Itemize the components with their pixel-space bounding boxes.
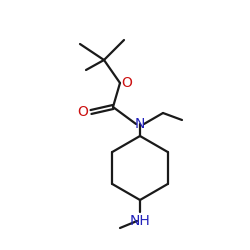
Text: O: O xyxy=(121,76,132,90)
Text: NH: NH xyxy=(130,214,150,228)
Text: N: N xyxy=(135,117,145,131)
Text: O: O xyxy=(77,105,88,119)
